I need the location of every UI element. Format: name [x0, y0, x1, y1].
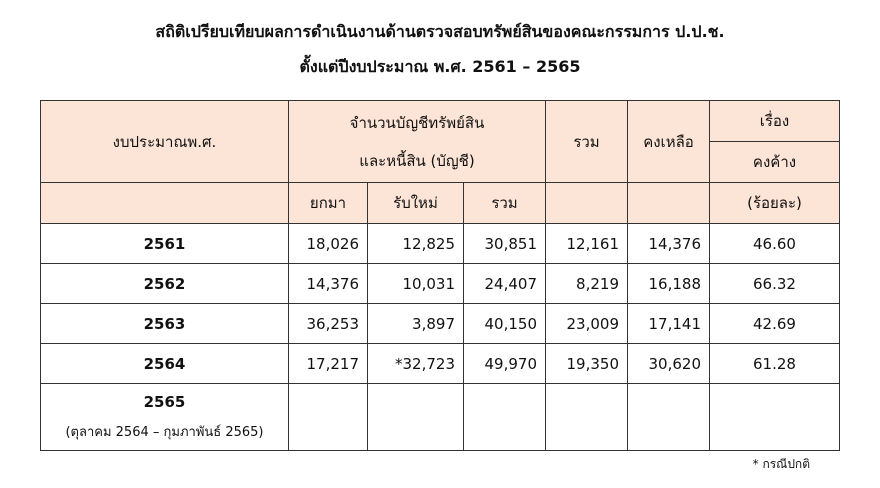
table-row: 2562 14,376 10,031 24,407 8,219 16,188 6…: [40, 263, 840, 304]
footnote: * กรณีปกติ: [752, 457, 810, 471]
header-empty: [545, 182, 628, 224]
cell-remaining: 17,141: [627, 303, 710, 344]
header-pending-line3: (ร้อยละ): [709, 182, 840, 224]
cell-subtotal: 40,150: [463, 303, 546, 344]
cell-total: 12,161: [545, 223, 628, 264]
header-remaining: คงเหลือ: [627, 100, 710, 183]
header-carried: ยกมา: [288, 182, 368, 224]
table-row: 2565 (ตุลาคม 2564 – กุมภาพันธ์ 2565): [40, 383, 840, 451]
cell-new: *32,723: [367, 343, 464, 384]
cell-carried: 17,217: [288, 343, 368, 384]
cell-empty: [288, 383, 368, 451]
cell-carried: 14,376: [288, 263, 368, 304]
cell-total: 23,009: [545, 303, 628, 344]
cell-empty: [545, 383, 628, 451]
cell-empty: [709, 383, 840, 451]
cell-empty: [367, 383, 464, 451]
header-accounts-line1: จำนวนบัญชีทรัพย์สิน: [349, 113, 485, 132]
cell-subtotal: 24,407: [463, 263, 546, 304]
header-empty: [40, 182, 289, 224]
header-accounts: จำนวนบัญชีทรัพย์สิน และหนี้สิน (บัญชี): [288, 100, 546, 183]
title-line-2: ตั้งแต่ปีงบประมาณ พ.ศ. 2561 – 2565: [299, 57, 581, 76]
cell-year: 2563: [40, 303, 289, 344]
table-row: 2561 18,026 12,825 30,851 12,161 14,376 …: [40, 223, 840, 264]
cell-new: 3,897: [367, 303, 464, 344]
cell-pending: 61.28: [709, 343, 840, 384]
cell-pending: 46.60: [709, 223, 840, 264]
header-new: รับใหม่: [367, 182, 464, 224]
cell-new: 10,031: [367, 263, 464, 304]
cell-remaining: 16,188: [627, 263, 710, 304]
header-accounts-line2: และหนี้สิน (บัญชี): [359, 151, 475, 170]
cell-year: 2564: [40, 343, 289, 384]
header-pending-line1: เรื่อง: [709, 100, 840, 142]
table-row: 2563 36,253 3,897 40,150 23,009 17,141 4…: [40, 303, 840, 344]
header-pending-line2: คงค้าง: [709, 141, 840, 183]
title-line-1: สถิติเปรียบเทียบผลการดำเนินงานด้านตรวจสอ…: [155, 22, 725, 41]
cell-remaining: 30,620: [627, 343, 710, 384]
header-subtotal: รวม: [463, 182, 546, 224]
cell-year: 2561: [40, 223, 289, 264]
cell-year: 2562: [40, 263, 289, 304]
table-row: 2564 17,217 *32,723 49,970 19,350 30,620…: [40, 343, 840, 384]
cell-period: (ตุลาคม 2564 – กุมภาพันธ์ 2565): [65, 424, 264, 440]
cell-empty: [627, 383, 710, 451]
header-year: งบประมาณพ.ศ.: [40, 100, 289, 183]
cell-carried: 36,253: [288, 303, 368, 344]
header-total: รวม: [545, 100, 628, 183]
cell-remaining: 14,376: [627, 223, 710, 264]
cell-subtotal: 30,851: [463, 223, 546, 264]
cell-pending: 42.69: [709, 303, 840, 344]
cell-empty: [463, 383, 546, 451]
cell-subtotal: 49,970: [463, 343, 546, 384]
statistics-table: งบประมาณพ.ศ. จำนวนบัญชีทรัพย์สิน และหนี้…: [40, 100, 840, 451]
cell-year-2565: 2565 (ตุลาคม 2564 – กุมภาพันธ์ 2565): [40, 383, 289, 451]
cell-total: 19,350: [545, 343, 628, 384]
cell-year: 2565: [143, 392, 186, 411]
cell-carried: 18,026: [288, 223, 368, 264]
cell-total: 8,219: [545, 263, 628, 304]
cell-new: 12,825: [367, 223, 464, 264]
cell-pending: 66.32: [709, 263, 840, 304]
header-empty: [627, 182, 710, 224]
